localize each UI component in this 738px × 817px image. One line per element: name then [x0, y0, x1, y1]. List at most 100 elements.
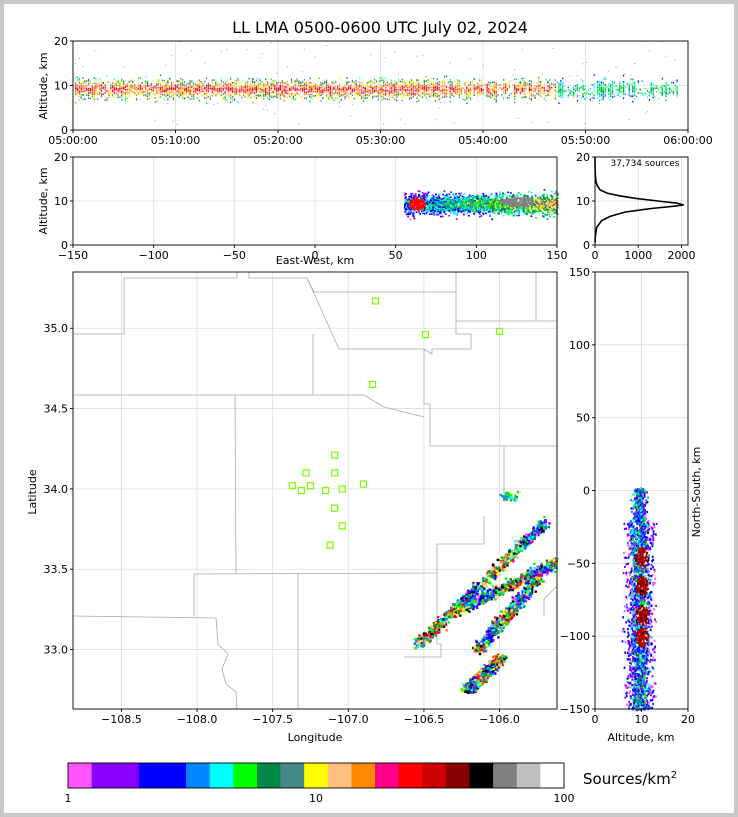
- time-height-source: [388, 81, 390, 84]
- time-height-source: [143, 86, 145, 89]
- time-height-source: [230, 77, 232, 80]
- ew-height-source: [502, 214, 505, 217]
- time-height-source: [429, 91, 431, 93]
- time-height-source: [521, 92, 523, 95]
- time-height-source: [473, 84, 475, 86]
- time-height-source: [621, 87, 623, 90]
- time-height-source: [405, 82, 407, 84]
- time-height-source: [370, 92, 372, 94]
- time-height-source: [130, 85, 132, 87]
- time-height-source: [385, 86, 387, 89]
- time-height-source: [554, 91, 556, 93]
- time-height-source: [438, 88, 440, 91]
- time-height-source: [259, 94, 261, 97]
- time-height-source: [405, 85, 407, 88]
- time-height-source: [451, 83, 453, 86]
- ew-height-source: [501, 196, 504, 199]
- time-height-source: [469, 87, 472, 89]
- time-height-source: [80, 94, 82, 97]
- time-height-source: [444, 89, 446, 91]
- time-height-source: [357, 87, 359, 89]
- time-height-source: [202, 89, 204, 91]
- time-height-source: [274, 85, 276, 88]
- time-height-source: [141, 82, 143, 84]
- time-height-source: [460, 87, 462, 89]
- time-height-source: [161, 80, 163, 83]
- time-height-source: [408, 98, 411, 100]
- time-height-source: [425, 83, 427, 86]
- time-height-source: [676, 80, 678, 83]
- time-height-source: [431, 83, 433, 85]
- time-height-source: [172, 81, 175, 83]
- time-height-source: [259, 90, 261, 93]
- time-height-source: [261, 96, 263, 99]
- time-height-source: [420, 88, 422, 90]
- time-height-source: [126, 83, 128, 85]
- time-height-source: [108, 90, 110, 93]
- time-height-source: [648, 91, 651, 93]
- time-height-source: [163, 98, 165, 101]
- time-height-source: [89, 83, 92, 85]
- time-height-source: [353, 97, 355, 100]
- time-height-source: [248, 96, 250, 98]
- time-height-source: [357, 95, 359, 98]
- time-height-source: [488, 90, 490, 92]
- time-height-source: [582, 80, 584, 82]
- time-height-source: [294, 81, 296, 84]
- time-height-source: [634, 89, 636, 91]
- time-height-source: [468, 89, 470, 91]
- time-height-source: [576, 89, 579, 91]
- time-height-source: [386, 84, 389, 87]
- time-height-source: [506, 83, 508, 85]
- time-height-source: [611, 86, 614, 88]
- time-height-source: [429, 84, 431, 86]
- time-height-source: [493, 86, 496, 89]
- time-height-source: [658, 88, 660, 91]
- time-height-source: [145, 95, 147, 98]
- time-height-source: [418, 84, 420, 87]
- time-height-source: [193, 95, 195, 98]
- time-height-source: [438, 94, 440, 97]
- time-height-source: [183, 88, 186, 91]
- time-height-source: [355, 86, 357, 89]
- time-height-source: [115, 84, 117, 86]
- time-height-source: [676, 91, 678, 93]
- time-height-source: [217, 91, 219, 94]
- time-height-source: [318, 92, 320, 95]
- time-height-source: [261, 94, 263, 97]
- time-height-source: [191, 89, 193, 91]
- time-height-source: [416, 97, 418, 99]
- time-height-source: [261, 87, 263, 89]
- time-height-source: [516, 85, 518, 88]
- time-height-source: [300, 82, 302, 85]
- time-height-source: [355, 94, 357, 96]
- time-height-source: [501, 95, 503, 97]
- time-height-source: [582, 92, 584, 95]
- time-height-source: [147, 80, 149, 83]
- time-height-source: [202, 90, 204, 93]
- time-height-source: [215, 84, 217, 86]
- time-height-source: [226, 49, 228, 51]
- ew-height-source: [426, 211, 429, 213]
- ew-height-source: [434, 197, 437, 200]
- time-height-source: [589, 98, 592, 101]
- time-height-source: [84, 85, 86, 88]
- time-height-source: [124, 100, 127, 103]
- time-height-source: [665, 81, 667, 84]
- time-height-source: [178, 91, 180, 94]
- time-height-source: [532, 94, 534, 96]
- time-height-source: [455, 84, 457, 86]
- time-height-source: [289, 89, 291, 92]
- time-height-source: [608, 84, 610, 87]
- time-height-source: [324, 81, 326, 83]
- time-height-source: [111, 88, 114, 90]
- time-height-source: [283, 92, 285, 95]
- time-height-source: [95, 77, 97, 80]
- time-height-source: [599, 88, 601, 91]
- time-height-source: [611, 90, 614, 92]
- time-height-source: [650, 90, 652, 93]
- time-height-source: [599, 84, 601, 86]
- time-height-source: [255, 84, 258, 86]
- time-height-source: [209, 84, 211, 87]
- time-height-source: [412, 83, 414, 86]
